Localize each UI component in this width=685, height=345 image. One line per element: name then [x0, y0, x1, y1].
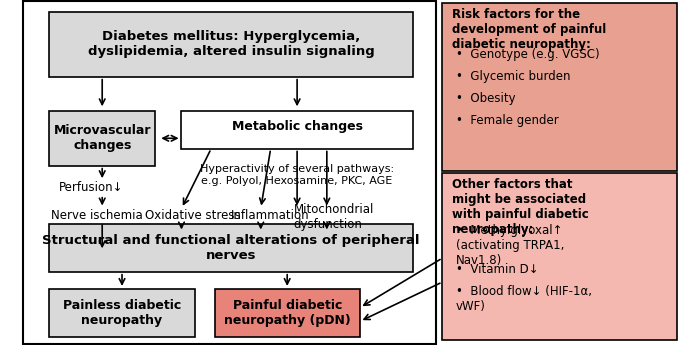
- Text: Hyperactivity of several pathways:
e.g. Polyol, Hexosamine, PKC, AGE: Hyperactivity of several pathways: e.g. …: [200, 164, 394, 186]
- Text: Metabolic changes: Metabolic changes: [232, 120, 362, 133]
- FancyBboxPatch shape: [49, 12, 413, 77]
- Text: Nerve ischemia: Nerve ischemia: [51, 209, 142, 222]
- FancyBboxPatch shape: [49, 224, 413, 272]
- Text: •  Vitamin D↓: • Vitamin D↓: [456, 263, 538, 276]
- Text: Painless diabetic
neuropathy: Painless diabetic neuropathy: [63, 299, 181, 327]
- Text: Mitochondrial
dysfunction: Mitochondrial dysfunction: [294, 203, 374, 231]
- Text: Risk factors for the
development of painful
diabetic neuropathy:: Risk factors for the development of pain…: [452, 8, 607, 51]
- Text: •  Obesity: • Obesity: [456, 92, 515, 105]
- Text: •  Methylglyoxal↑
(activating TRPA1,
Nav1.8): • Methylglyoxal↑ (activating TRPA1, Nav1…: [456, 224, 564, 267]
- Text: Painful diabetic
neuropathy (pDN): Painful diabetic neuropathy (pDN): [224, 299, 351, 327]
- Text: •  Glycemic burden: • Glycemic burden: [456, 70, 570, 83]
- Text: Other factors that
might be associated
with painful diabetic
neuropathy:: Other factors that might be associated w…: [452, 178, 589, 236]
- FancyBboxPatch shape: [182, 111, 413, 149]
- FancyBboxPatch shape: [443, 172, 677, 340]
- Text: Microvascular
changes: Microvascular changes: [53, 124, 151, 152]
- Text: Oxidative stress: Oxidative stress: [145, 209, 240, 222]
- Text: Diabetes mellitus: Hyperglycemia,
dyslipidemia, altered insulin signaling: Diabetes mellitus: Hyperglycemia, dyslip…: [88, 30, 375, 58]
- Text: •  Female gender: • Female gender: [456, 114, 558, 127]
- FancyBboxPatch shape: [214, 289, 360, 337]
- Bar: [23, 1, 436, 344]
- Text: Structural and functional alterations of peripheral
nerves: Structural and functional alterations of…: [42, 234, 420, 262]
- FancyBboxPatch shape: [49, 111, 155, 166]
- FancyBboxPatch shape: [49, 289, 195, 337]
- Text: Inflammation: Inflammation: [231, 209, 310, 222]
- Text: •  Genotype (e.g. VGSC): • Genotype (e.g. VGSC): [456, 48, 599, 61]
- Text: •  Blood flow↓ (HIF-1α,
vWF): • Blood flow↓ (HIF-1α, vWF): [456, 285, 592, 314]
- Text: Perfusion↓: Perfusion↓: [59, 181, 124, 194]
- FancyBboxPatch shape: [443, 3, 677, 171]
